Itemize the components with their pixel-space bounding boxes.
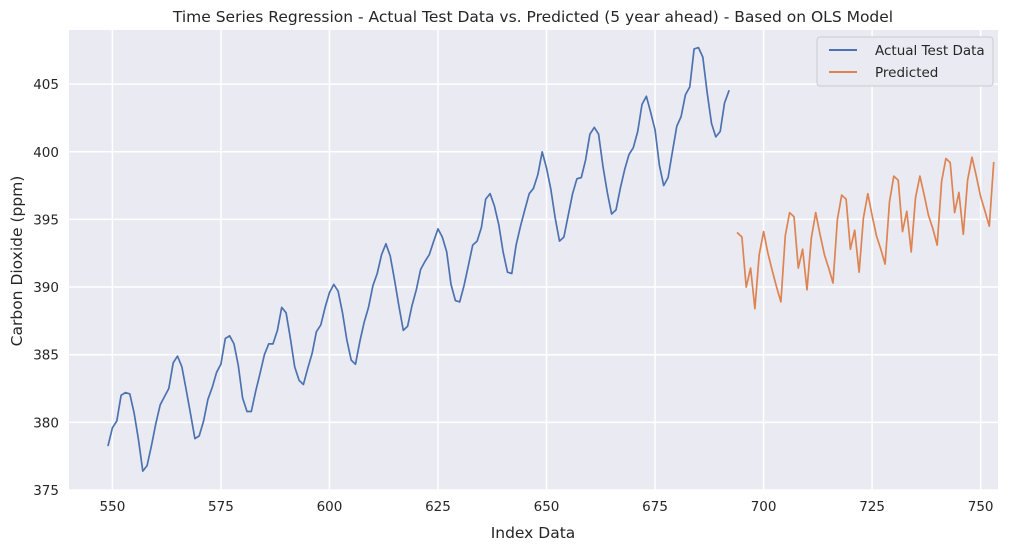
series-line-predicted <box>736 156 995 310</box>
y-tick-label: 395 <box>33 212 59 228</box>
legend-label-actual: Actual Test Data <box>875 43 985 59</box>
x-tick-label: 625 <box>425 499 451 515</box>
y-tick-label: 385 <box>33 348 59 364</box>
x-tick-label: 725 <box>859 499 885 515</box>
y-tick-label: 375 <box>33 483 59 499</box>
series-layer <box>107 46 995 472</box>
legend: Actual Test Data Predicted <box>816 36 994 87</box>
x-axis-label: Index Data <box>491 524 576 542</box>
series-line-actual <box>107 46 730 472</box>
x-tick-label: 550 <box>100 499 126 515</box>
legend-box <box>816 36 994 87</box>
x-tick-labels: 550 575 600 625 650 675 700 725 750 <box>100 499 994 515</box>
y-tick-labels: 375 380 385 390 395 400 405 <box>33 77 59 499</box>
x-tick-label: 675 <box>642 499 668 515</box>
y-tick-label: 405 <box>33 77 59 93</box>
y-tick-label: 390 <box>33 280 59 296</box>
x-grid <box>111 30 982 490</box>
x-tick-label: 750 <box>968 499 994 515</box>
y-axis-label: Carbon Dioxide (ppm) <box>8 176 26 347</box>
plot-area <box>69 30 998 490</box>
x-tick-label: 650 <box>534 499 560 515</box>
y-grid <box>69 83 998 491</box>
legend-label-predicted: Predicted <box>875 65 938 81</box>
x-tick-label: 600 <box>317 499 343 515</box>
chart-title: Time Series Regression - Actual Test Dat… <box>172 8 893 26</box>
y-tick-label: 400 <box>33 145 59 161</box>
x-tick-label: 575 <box>208 499 234 515</box>
x-tick-label: 700 <box>751 499 777 515</box>
y-tick-label: 380 <box>33 415 59 431</box>
